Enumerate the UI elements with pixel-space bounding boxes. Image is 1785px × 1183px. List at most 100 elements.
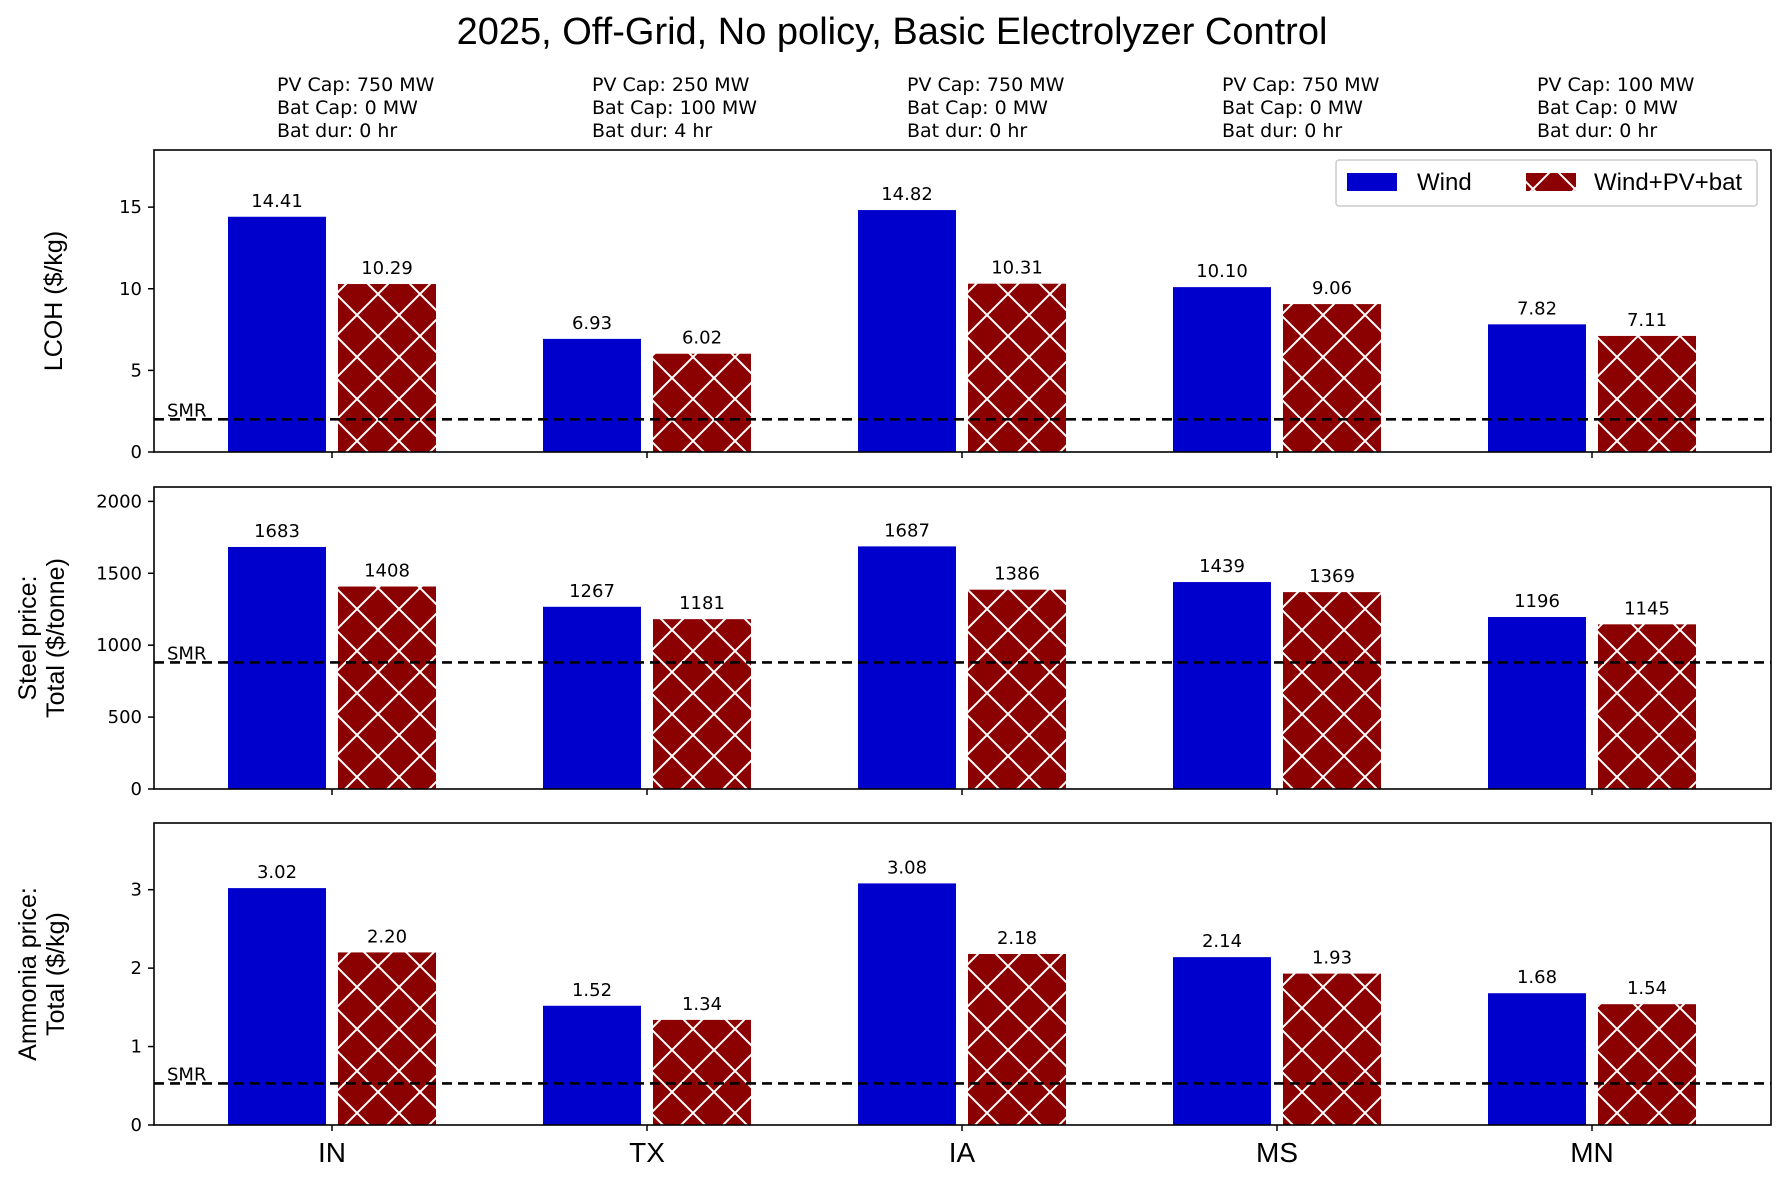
ytick-label: 10: [119, 279, 142, 300]
bar-wind-pv-bat-mn: [1598, 335, 1696, 452]
bar-wind-pv-bat-ms: [1283, 592, 1381, 789]
bar-wind-mn: [1488, 324, 1586, 452]
smr-label: SMR: [167, 1064, 206, 1085]
bar-wind-pv-bat-tx: [653, 353, 751, 452]
data-label-wind-pv-bat-ia: 10.31: [991, 258, 1043, 279]
data-label-wind-pv-bat-tx: 1.34: [682, 994, 722, 1015]
data-label-wind-pv-bat-mn: 1145: [1624, 598, 1670, 619]
config-4-bat: Bat Cap: 0 MW: [1537, 97, 1678, 119]
smr-label: SMR: [167, 400, 206, 421]
data-label-wind-pv-bat-mn: 1.54: [1627, 978, 1667, 999]
bar-wind-tx: [543, 606, 641, 789]
bar-wind-ms: [1173, 287, 1271, 452]
config-0-dur: Bat dur: 0 hr: [277, 120, 397, 142]
data-label-wind-ms: 10.10: [1196, 261, 1248, 282]
data-label-wind-tx: 1.52: [572, 980, 612, 1001]
bar-wind-ms: [1173, 957, 1271, 1125]
bar-wind-pv-bat-in: [338, 952, 436, 1125]
y-axis-label: Total ($/tonne): [42, 558, 70, 718]
data-label-wind-ia: 1687: [884, 520, 930, 541]
bar-wind-in: [228, 546, 326, 789]
ytick-label: 0: [131, 1115, 142, 1136]
bar-wind-pv-bat-ia: [968, 283, 1066, 452]
bar-wind-pv-bat-in: [338, 586, 436, 789]
bar-wind-mn: [1488, 993, 1586, 1125]
bar-wind-pv-bat-ia: [968, 953, 1066, 1125]
bar-wind-pv-bat-ms: [1283, 304, 1381, 452]
data-label-wind-pv-bat-in: 2.20: [367, 926, 407, 947]
bar-wind-pv-bat-tx: [653, 619, 751, 789]
data-label-wind-pv-bat-ms: 1369: [1309, 566, 1355, 587]
bar-wind-tx: [543, 338, 641, 452]
data-label-wind-in: 3.02: [257, 862, 297, 883]
config-0-bat: Bat Cap: 0 MW: [277, 97, 418, 119]
bar-wind-mn: [1488, 617, 1586, 789]
y-axis-label: LCOH ($/kg): [40, 231, 68, 371]
data-label-wind-pv-bat-mn: 7.11: [1627, 310, 1667, 331]
bar-wind-pv-bat-ms: [1283, 973, 1381, 1125]
xtick-label-ms: MS: [1256, 1137, 1298, 1168]
ytick-label: 0: [131, 779, 142, 800]
config-1-pv: PV Cap: 250 MW: [592, 74, 750, 96]
xtick-label-in: IN: [318, 1137, 346, 1168]
smr-label: SMR: [167, 643, 206, 664]
config-2-dur: Bat dur: 0 hr: [907, 120, 1027, 142]
config-1-dur: Bat dur: 4 hr: [592, 120, 712, 142]
config-4-pv: PV Cap: 100 MW: [1537, 74, 1695, 96]
ytick-label: 2: [131, 958, 142, 979]
bar-wind-ia: [858, 210, 956, 452]
bar-wind-ms: [1173, 582, 1271, 789]
y-axis-label: Total ($/kg): [42, 912, 70, 1036]
data-label-wind-mn: 1196: [1514, 591, 1560, 612]
data-label-wind-mn: 1.68: [1517, 967, 1557, 988]
legend-wind-swatch: [1347, 173, 1397, 191]
steel-price-panel: 1683 1267 1687 1439 1196 1408 1181 1386 1369 1145…: [14, 486, 1772, 800]
y-axis-label: Ammonia price:: [14, 887, 42, 1061]
bar-wind-pv-bat-ia: [968, 589, 1066, 789]
legend-wind-label: Wind: [1417, 169, 1472, 196]
xtick-label-ia: IA: [949, 1137, 976, 1168]
data-label-wind-pv-bat-ms: 1.93: [1312, 948, 1352, 969]
config-0-pv: PV Cap: 750 MW: [277, 74, 435, 96]
data-label-wind-pv-bat-ms: 9.06: [1312, 278, 1352, 299]
data-label-wind-pv-bat-tx: 1181: [679, 593, 725, 614]
data-label-wind-pv-bat-ia: 2.18: [997, 928, 1037, 949]
y-axis-label: Steel price:: [14, 575, 42, 700]
data-label-wind-ia: 3.08: [887, 857, 927, 878]
bar-wind-ia: [858, 546, 956, 789]
data-label-wind-pv-bat-in: 10.29: [361, 258, 413, 279]
bar-wind-pv-bat-mn: [1598, 1004, 1696, 1125]
ytick-label: 5: [131, 360, 142, 381]
lcoh-panel: 14.41 6.93 14.82 10.10 7.82 10.29 6.02 10.31 9.0…: [40, 149, 1772, 463]
bar-wind-ia: [858, 883, 956, 1125]
bar-wind-pv-bat-mn: [1598, 624, 1696, 789]
config-1-bat: Bat Cap: 100 MW: [592, 97, 757, 119]
config-annotations: PV Cap: 750 MW Bat Cap: 0 MW Bat dur: 0 …: [277, 74, 1695, 142]
ytick-label: 3: [131, 880, 142, 901]
ytick-label: 2000: [96, 491, 142, 512]
xtick-label-tx: TX: [629, 1137, 665, 1168]
chart-title: 2025, Off-Grid, No policy, Basic Electro…: [457, 11, 1328, 53]
data-label-wind-tx: 6.93: [572, 313, 612, 334]
config-2-bat: Bat Cap: 0 MW: [907, 97, 1048, 119]
legend-wind-pv-bat-label: Wind+PV+bat: [1594, 169, 1742, 196]
bar-wind-in: [228, 888, 326, 1125]
data-label-wind-ms: 2.14: [1202, 931, 1242, 952]
data-label-wind-in: 14.41: [251, 191, 303, 212]
config-3-pv: PV Cap: 750 MW: [1222, 74, 1380, 96]
data-label-wind-mn: 7.82: [1517, 298, 1557, 319]
config-3-bat: Bat Cap: 0 MW: [1222, 97, 1363, 119]
config-2-pv: PV Cap: 750 MW: [907, 74, 1065, 96]
bar-wind-tx: [543, 1005, 641, 1125]
ytick-label: 1: [131, 1037, 142, 1058]
legend-wind-pv-bat-swatch: [1526, 173, 1576, 191]
ammonia-price-panel: 3.02 1.52 3.08 2.14 1.68 2.20 1.34 2.18 1.93 1.54…: [14, 822, 1772, 1168]
xtick-label-mn: MN: [1570, 1137, 1614, 1168]
config-3-dur: Bat dur: 0 hr: [1222, 120, 1342, 142]
data-label-wind-pv-bat-ia: 1386: [994, 564, 1040, 585]
ytick-label: 0: [131, 442, 142, 463]
data-label-wind-in: 1683: [254, 521, 300, 542]
ytick-label: 1500: [96, 563, 142, 584]
ytick-label: 500: [108, 707, 142, 728]
